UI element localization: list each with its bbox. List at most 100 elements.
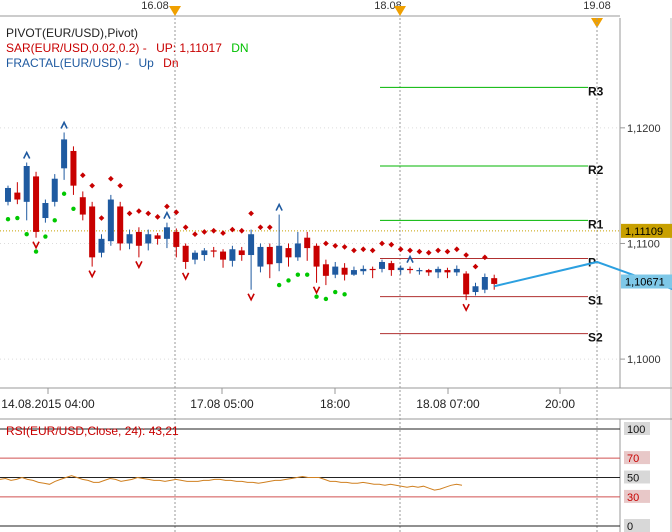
candle-body [70, 150, 77, 186]
top-date-label: 18.08 [374, 0, 402, 12]
candle-body [472, 286, 479, 293]
candle-body [444, 270, 451, 273]
sar-down-dot [136, 208, 142, 214]
sar-down-dot [126, 210, 133, 217]
sar-down-dot [266, 224, 273, 231]
candle-body [313, 245, 320, 267]
date-marker-triangle-icon[interactable] [169, 6, 181, 16]
fractal-down-icon [312, 286, 321, 295]
rsi-level-label: 100 [627, 424, 645, 436]
sar-up-dot [314, 294, 319, 299]
sar-down-dot [173, 209, 180, 216]
candle-body [350, 270, 357, 275]
price-tag-box [621, 274, 672, 289]
sar-up-dot [295, 272, 301, 277]
rsi-level-label: 0 [627, 521, 633, 532]
candle-body [145, 234, 152, 244]
time-tick-label: 18:00 [320, 397, 350, 411]
candle-body [89, 206, 96, 258]
candle-body [294, 243, 301, 258]
rsi-level-box [624, 451, 650, 465]
candle-body [341, 267, 348, 275]
time-tick-label: 20:00 [545, 397, 575, 411]
candle-body [463, 273, 470, 295]
candle-body [397, 267, 404, 271]
candle-body [248, 234, 255, 256]
candle-body [51, 178, 58, 202]
price-axis-ticks: 1,1200 1,1100 1,1000 [620, 123, 661, 366]
candle-body [453, 268, 460, 273]
candle-body [210, 250, 217, 252]
candle-body [201, 250, 208, 256]
rsi-level-label: 70 [627, 453, 639, 465]
sar-down-dot [435, 247, 441, 254]
legend-pivot[interactable]: PIVOT(EUR/USD),Pivot) [6, 26, 138, 40]
sar-down-dot [220, 230, 226, 236]
fractal-down-icon [247, 293, 255, 302]
candle-body [79, 197, 86, 215]
candle-body [117, 206, 124, 244]
sar-up-dot [333, 289, 338, 295]
day-separators [174, 18, 598, 532]
rsi-level-label: 50 [627, 473, 639, 485]
candle-body [388, 263, 395, 271]
price-tag-label: 1,10671 [625, 277, 665, 289]
rsi-line [0, 475, 463, 491]
candle-body [481, 277, 488, 290]
candle-body [14, 192, 21, 200]
candle-body [416, 270, 423, 272]
rsi-title[interactable]: RSI(EUR/USD,Close, 24): 43,21 [6, 424, 179, 438]
price-tick-label: 1,1000 [627, 354, 661, 366]
candle-body [182, 245, 189, 262]
candle-body [360, 268, 367, 272]
price-tick-label: 1,1100 [627, 238, 660, 250]
candle-body [491, 278, 498, 284]
current-price-labels: 1,11109 1,10671 [621, 223, 672, 289]
pivot-label-r3: R3 [588, 84, 604, 98]
legend-sar[interactable]: SAR(EUR/USD,0.02,0.2) - UP: 1,11017 DN [6, 41, 249, 55]
sar-up-dot [5, 216, 11, 222]
fractal-down-icon [462, 303, 470, 312]
sar-down-dot [388, 241, 395, 248]
rsi-levels: 100 70 50 30 0 [0, 422, 650, 532]
legend-fractal[interactable]: FRACTAL(EUR/USD) - Up Dn [6, 56, 179, 70]
sar-up-dot [24, 232, 29, 237]
sar-down-dot [89, 182, 95, 189]
sar-up-dot [342, 292, 347, 297]
fractal-down-icon [135, 260, 143, 270]
sar-up-dot [286, 278, 291, 283]
fractal-down-icon [181, 272, 190, 281]
candle-body [332, 266, 339, 275]
sar-down-dot [472, 263, 479, 270]
candle-body [379, 261, 385, 269]
candle-body [173, 231, 180, 247]
legend-sar-name: SAR(EUR/USD,0.02,0.2) - [6, 41, 147, 55]
rsi-level-label: 30 [627, 492, 639, 504]
date-marker-triangle-icon[interactable] [394, 6, 406, 16]
sar-down-dot [416, 248, 423, 255]
sar-down-dot [257, 224, 264, 231]
rsi-level-box [624, 422, 650, 435]
candles [5, 132, 498, 301]
pivot-label-r1: R1 [588, 217, 604, 231]
candle-body [285, 248, 292, 258]
candle-body [192, 252, 198, 260]
fractal-up-icon [406, 254, 414, 263]
sar-down-dot [248, 210, 254, 217]
candle-body [257, 246, 264, 267]
sar-down-dot [154, 214, 161, 220]
candle-body [322, 264, 329, 276]
legend-fractal-name: FRACTAL(EUR/USD) - [6, 56, 129, 70]
sar-down-dot [145, 210, 152, 217]
sar-up-dot [61, 191, 67, 196]
candle-body [33, 176, 40, 232]
time-axis-ticks: 14.08.2015 04:00 17.08 05:00 18:00 18.08 07… [1, 388, 575, 411]
legend-sar-up: UP: 1,11017 [156, 41, 222, 55]
rsi-level-box [624, 519, 650, 532]
price-tag-box [621, 223, 672, 238]
sar-up-dots [5, 191, 347, 302]
candle-body [304, 237, 311, 249]
sar-down-dot [117, 182, 124, 189]
time-tick-label: 17.08 05:00 [190, 397, 254, 411]
